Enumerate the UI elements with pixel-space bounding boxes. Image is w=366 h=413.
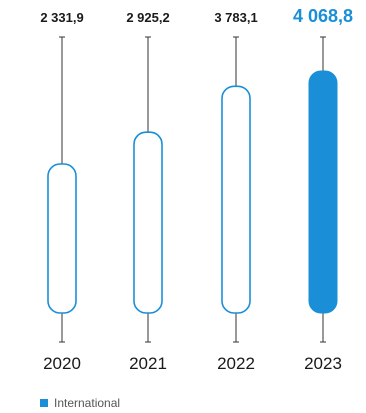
bar-2020 — [47, 163, 77, 314]
value-label-2022: 3 783,1 — [214, 10, 257, 25]
bar-2021 — [133, 131, 163, 314]
legend-swatch — [40, 399, 48, 407]
x-tick-label-2020: 2020 — [43, 354, 81, 373]
value-label-2023: 4 068,8 — [293, 6, 353, 26]
bar-2023 — [308, 70, 338, 314]
x-tick-label-2021: 2021 — [129, 354, 167, 373]
value-label-2021: 2 925,2 — [126, 10, 169, 25]
x-axis-ticks: 2020 2021 2022 2023 — [43, 354, 342, 373]
value-label-2020: 2 331,9 — [40, 10, 83, 25]
bar-2022 — [221, 85, 251, 314]
value-labels: 2 331,9 2 925,2 3 783,1 4 068,8 — [40, 6, 353, 26]
bars-group — [47, 36, 338, 343]
x-tick-label-2023: 2023 — [304, 354, 342, 373]
legend-label: International — [54, 396, 121, 410]
x-tick-label-2022: 2022 — [217, 354, 255, 373]
legend: International — [40, 396, 120, 410]
